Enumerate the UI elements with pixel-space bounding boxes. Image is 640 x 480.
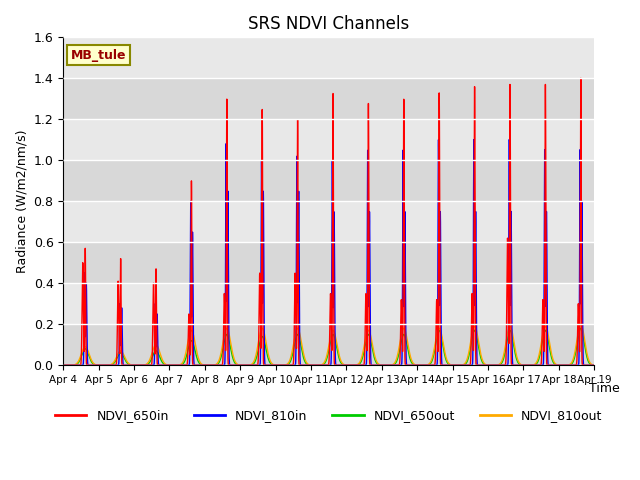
X-axis label: Time: Time xyxy=(589,382,620,395)
NDVI_810in xyxy=(168,362,175,368)
Bar xyxy=(63,120,595,160)
NDVI_810out xyxy=(477,353,485,359)
NDVI_810out xyxy=(173,362,180,368)
NDVI_810in xyxy=(60,362,67,368)
Bar xyxy=(63,242,595,283)
Bar xyxy=(63,160,595,201)
NDVI_810in xyxy=(402,337,410,343)
NDVI_650out xyxy=(173,362,180,368)
NDVI_650in xyxy=(173,362,180,368)
NDVI_810out xyxy=(577,321,584,327)
NDVI_650out xyxy=(402,336,410,342)
Line: NDVI_650out: NDVI_650out xyxy=(63,328,595,365)
NDVI_810in xyxy=(589,362,596,368)
Legend: NDVI_650in, NDVI_810in, NDVI_650out, NDVI_810out: NDVI_650in, NDVI_810in, NDVI_650out, NDV… xyxy=(50,404,607,427)
Text: MB_tule: MB_tule xyxy=(71,48,127,61)
NDVI_650out xyxy=(60,362,67,368)
NDVI_650out xyxy=(577,325,584,331)
NDVI_810in xyxy=(258,257,266,263)
NDVI_810in xyxy=(591,362,598,368)
NDVI_650out xyxy=(258,334,266,339)
NDVI_810out xyxy=(591,362,598,368)
NDVI_650out xyxy=(477,356,485,362)
NDVI_810in xyxy=(506,137,513,143)
Bar xyxy=(63,283,595,324)
NDVI_650in xyxy=(60,362,67,368)
NDVI_810in xyxy=(477,362,485,368)
NDVI_650in xyxy=(402,362,410,368)
NDVI_650in xyxy=(589,362,596,368)
NDVI_650in xyxy=(258,130,266,135)
NDVI_810out xyxy=(168,362,175,368)
Y-axis label: Radiance (W/m2/nm/s): Radiance (W/m2/nm/s) xyxy=(15,130,28,273)
Bar xyxy=(63,37,595,78)
NDVI_650in xyxy=(591,362,598,368)
Title: SRS NDVI Channels: SRS NDVI Channels xyxy=(248,15,410,33)
Bar xyxy=(63,78,595,120)
NDVI_810out xyxy=(258,325,266,331)
NDVI_650in xyxy=(477,362,485,368)
Bar xyxy=(63,324,595,365)
NDVI_650in xyxy=(577,75,584,81)
NDVI_650out xyxy=(591,362,598,368)
NDVI_650out xyxy=(589,362,596,368)
NDVI_650in xyxy=(168,362,175,368)
Line: NDVI_650in: NDVI_650in xyxy=(63,78,595,365)
NDVI_810out xyxy=(402,330,410,336)
Bar xyxy=(63,201,595,242)
Line: NDVI_810in: NDVI_810in xyxy=(63,140,595,365)
NDVI_810out xyxy=(589,362,596,368)
NDVI_810in xyxy=(173,362,180,368)
Line: NDVI_810out: NDVI_810out xyxy=(63,324,595,365)
NDVI_650out xyxy=(168,362,175,368)
NDVI_810out xyxy=(60,362,67,368)
